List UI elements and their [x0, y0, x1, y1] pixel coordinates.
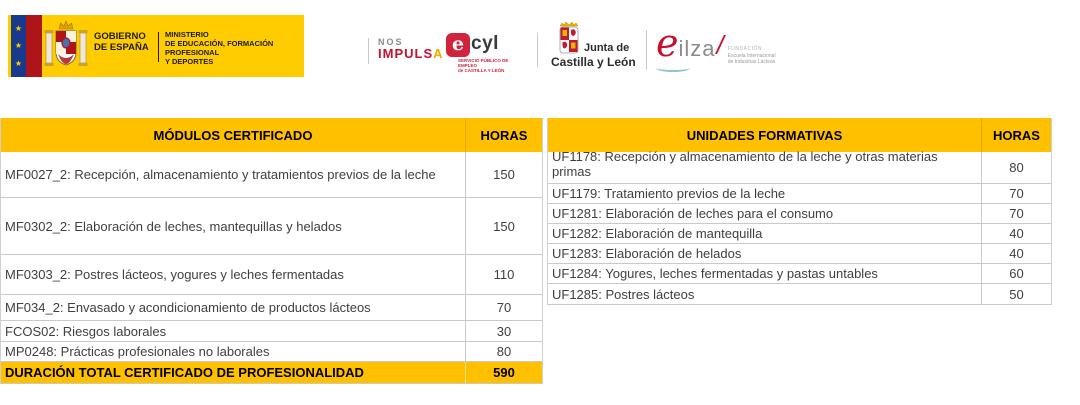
junta-shield-icon	[559, 21, 579, 54]
modules-table: MÓDULOS CERTIFICADO HORAS MF0027_2: Rece…	[0, 118, 543, 384]
unit-label: UF1283: Elaboración de helados	[552, 246, 742, 261]
ecyl-name: cyl	[471, 33, 499, 54]
eilza-sub2: Escuela Internacional	[727, 52, 776, 59]
unit-label: UF1285: Postres lácteos	[552, 286, 695, 302]
ministry-line1: MINISTERIO	[165, 30, 209, 39]
modules-table-header: MÓDULOS CERTIFICADO HORAS	[1, 118, 542, 152]
module-label: FCOS02: Riesgos laborales	[5, 323, 167, 339]
spain-flag-icon: ★ ★ ★	[11, 15, 42, 77]
ecyl-sub1: SERVICIO PÚBLICO DE EMPLEO	[458, 58, 509, 68]
gobierno-divider	[158, 32, 159, 62]
module-label: MF0302_2: Elaboración de leches, mantequ…	[5, 218, 342, 234]
unit-label: UF1284: Yogures, leches fermentadas y pa…	[552, 266, 878, 281]
table-row: UF1284: Yogures, leches fermentadas y pa…	[548, 264, 1051, 284]
unit-hours: 80	[981, 152, 1051, 183]
gobierno-text: GOBIERNO DE ESPAÑA	[94, 31, 156, 53]
table-row: FCOS02: Riesgos laborales 30	[1, 321, 542, 342]
unit-hours: 70	[981, 184, 1051, 203]
table-row: UF1281: Elaboración de leches para el co…	[548, 204, 1051, 224]
ecyl-logo: e cyl SERVICIO PÚBLICO DE EMPLEO de CAST…	[446, 33, 526, 73]
ministry-line3: Y DEPORTES	[165, 57, 214, 66]
eilza-wave-icon	[656, 64, 690, 72]
star-icon: ★	[14, 41, 23, 50]
module-label: MF0027_2: Recepción, almacenamiento y tr…	[5, 167, 436, 182]
units-header-label: UNIDADES FORMATIVAS	[686, 127, 843, 143]
module-hours: 80	[465, 342, 542, 361]
eilza-subtitle: FUNDACIÓN Escuela Internacional de Indus…	[728, 46, 776, 66]
modules-header-hours: HORAS	[465, 118, 542, 152]
table-row: UF1178: Recepción y almacenamiento de la…	[548, 149, 1051, 184]
impulsa-accent: A	[433, 46, 444, 61]
modules-total-row: DURACIÓN TOTAL CERTIFICADO DE PROFESIONA…	[1, 362, 542, 384]
ecyl-sub2: de CASTILLA Y LEÓN	[458, 68, 505, 73]
unit-hours: 40	[981, 244, 1051, 263]
logo-separator	[537, 33, 538, 67]
impulsa-main: IMPULS	[378, 46, 434, 61]
gobierno-line2: DE ESPAÑA	[94, 42, 149, 53]
eilza-sub3: de Industrias Lácteas	[727, 59, 776, 65]
gobierno-espana-logo: ★ ★ ★	[8, 15, 304, 77]
eilza-name: ilza	[678, 36, 716, 61]
units-table: UNIDADES FORMATIVAS HORAS UF1178: Recepc…	[547, 118, 1052, 305]
star-icon: ★	[14, 23, 23, 33]
nos-impulsa-line1: NOS	[378, 37, 404, 47]
logo-separator	[646, 30, 647, 70]
module-label: MF0303_2: Postres lácteos, yogures y lec…	[5, 267, 344, 282]
unit-hours: 50	[981, 284, 1051, 304]
unit-hours: 70	[981, 204, 1051, 223]
unit-label: UF1281: Elaboración de leches para el co…	[552, 206, 834, 221]
module-hours: 70	[465, 295, 542, 320]
ministry-text: MINISTERIO DE EDUCACIÓN, FORMACIÓN PROFE…	[165, 30, 305, 66]
unit-label: UF1282: Elaboración de mantequilla	[552, 226, 763, 241]
nos-impulsa-logo: NOS IMPULSA	[378, 36, 444, 60]
table-row: UF1283: Elaboración de helados 40	[548, 244, 1051, 264]
gobierno-line1: GOBIERNO	[94, 31, 146, 42]
table-row: UF1285: Postres lácteos 50	[548, 284, 1051, 305]
logo-separator	[368, 38, 369, 64]
unit-hours: 40	[981, 224, 1051, 243]
module-label: MP0248: Prácticas profesionales no labor…	[5, 344, 270, 359]
modules-header-label: MÓDULOS CERTIFICADO	[153, 127, 313, 143]
table-row: MF034_2: Envasado y acondicionamiento de…	[1, 295, 542, 321]
module-hours: 150	[465, 152, 542, 197]
spain-coat-of-arms-icon	[44, 20, 88, 66]
junta-line1: Junta de	[584, 42, 630, 54]
unit-label: UF1178: Recepción y almacenamiento de la…	[552, 149, 938, 179]
logo-bar: ★ ★ ★	[0, 0, 1080, 100]
junta-castilla-leon-logo: Junta de Castilla y León	[551, 21, 643, 69]
eilza-logo: e ilza / FUNDACIÓN Escuela Internacional…	[656, 21, 776, 72]
table-row: MF0302_2: Elaboración de leches, mantequ…	[1, 198, 542, 255]
units-header-hours: HORAS	[981, 118, 1051, 152]
table-row: MP0248: Prácticas profesionales no labor…	[1, 342, 542, 362]
eilza-e-icon: e	[656, 21, 679, 65]
module-label: MF034_2: Envasado y acondicionamiento de…	[5, 300, 371, 315]
eilza-sub1: FUNDACIÓN	[727, 46, 762, 52]
ministry-line2: DE EDUCACIÓN, FORMACIÓN PROFESIONAL	[165, 39, 274, 57]
module-hours: 150	[465, 198, 542, 254]
total-hours: 590	[465, 362, 542, 383]
ecyl-subtitle: SERVICIO PÚBLICO DE EMPLEO de CASTILLA Y…	[458, 58, 526, 73]
total-label: DURACIÓN TOTAL CERTIFICADO DE PROFESIONA…	[5, 365, 364, 380]
units-table-header: UNIDADES FORMATIVAS HORAS	[548, 118, 1051, 152]
eilza-slash: /	[716, 30, 724, 60]
module-hours: 30	[465, 321, 542, 341]
ecyl-e-icon: e	[446, 33, 470, 57]
junta-line2: Castilla y León	[551, 55, 636, 69]
table-row: MF0303_2: Postres lácteos, yogures y lec…	[1, 255, 542, 295]
star-icon: ★	[14, 58, 23, 68]
nos-impulsa-line2: IMPULSA	[378, 46, 444, 61]
table-row: MF0027_2: Recepción, almacenamiento y tr…	[1, 152, 542, 198]
unit-label: UF1179: Tratamiento previos de la leche	[552, 186, 786, 201]
module-hours: 110	[465, 255, 542, 294]
unit-hours: 60	[981, 264, 1051, 283]
table-row: UF1282: Elaboración de mantequilla 40	[548, 224, 1051, 244]
table-row: UF1179: Tratamiento previos de la leche …	[548, 184, 1051, 204]
